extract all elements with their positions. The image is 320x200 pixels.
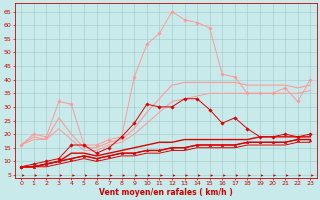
X-axis label: Vent moyen/en rafales ( km/h ): Vent moyen/en rafales ( km/h ) <box>99 188 233 197</box>
